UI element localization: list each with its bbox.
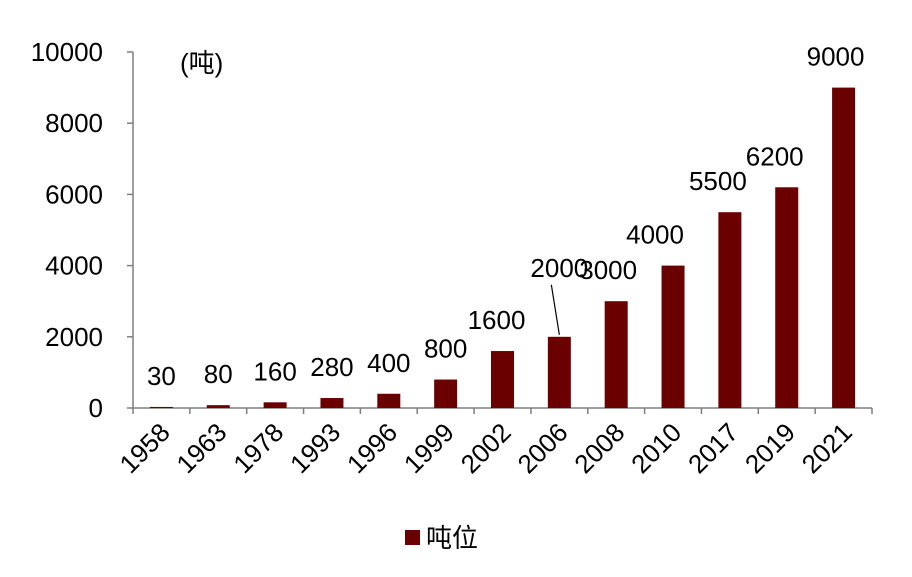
- y-axis: 0 2000 4000 6000 8000 10000: [31, 37, 134, 423]
- bar-2021: [832, 87, 856, 408]
- data-label: 800: [424, 334, 467, 364]
- x-tick-label: 1996: [341, 417, 403, 479]
- x-tick-label: 2017: [682, 417, 744, 479]
- data-label: 160: [253, 356, 296, 386]
- bar-1996: [377, 393, 401, 408]
- data-label: 280: [310, 352, 353, 382]
- bar-1958: [149, 406, 173, 408]
- leader-line: [550, 284, 560, 335]
- data-label: 4000: [626, 220, 684, 250]
- x-tick-label: 1963: [170, 417, 232, 479]
- bar-2008: [604, 301, 628, 408]
- data-label: 1600: [468, 305, 526, 335]
- data-label: 2000: [530, 253, 588, 283]
- bar-1978: [263, 402, 287, 408]
- y-tick-label: 10000: [31, 37, 103, 67]
- legend: 吨位: [405, 523, 478, 553]
- legend-label: 吨位: [426, 523, 478, 553]
- bar-1993: [320, 398, 344, 408]
- x-axis: 1958196319781993199619992002200620082010…: [114, 407, 873, 479]
- data-label: 6200: [746, 141, 804, 171]
- x-tick-label: 2002: [455, 417, 517, 479]
- y-tick-label: 4000: [45, 251, 103, 281]
- y-tick-label: 2000: [45, 322, 103, 352]
- x-tick-label: 1978: [227, 417, 289, 479]
- y-tick-label: 6000: [45, 179, 103, 209]
- data-label: 80: [204, 359, 233, 389]
- legend-swatch: [405, 530, 420, 545]
- data-label: 3000: [579, 255, 637, 285]
- data-label: 400: [367, 348, 410, 378]
- data-label: 5500: [689, 166, 747, 196]
- bar-2002: [491, 351, 514, 408]
- x-tick-label: 2010: [625, 417, 687, 479]
- x-tick-label: 1958: [114, 417, 176, 479]
- data-label: 30: [147, 361, 176, 391]
- bar-2010: [661, 265, 685, 408]
- bar-1963: [206, 405, 230, 408]
- bar-2019: [775, 187, 799, 408]
- x-tick-label: 1993: [284, 417, 346, 479]
- bar-1999: [434, 379, 458, 408]
- data-label: 9000: [807, 42, 865, 72]
- bars: [149, 87, 856, 408]
- x-tick-label: 2008: [568, 417, 630, 479]
- y-tick-label: 8000: [45, 108, 103, 138]
- x-tick-label: 2006: [511, 417, 573, 479]
- y-tick-label: 0: [89, 393, 103, 423]
- x-tick-label: 2019: [739, 417, 801, 479]
- bar-2006: [547, 336, 571, 408]
- bar-2017: [718, 212, 742, 408]
- unit-label: (吨): [180, 48, 223, 78]
- x-tick-label: 2021: [796, 417, 858, 479]
- x-tick-label: 1999: [398, 417, 460, 479]
